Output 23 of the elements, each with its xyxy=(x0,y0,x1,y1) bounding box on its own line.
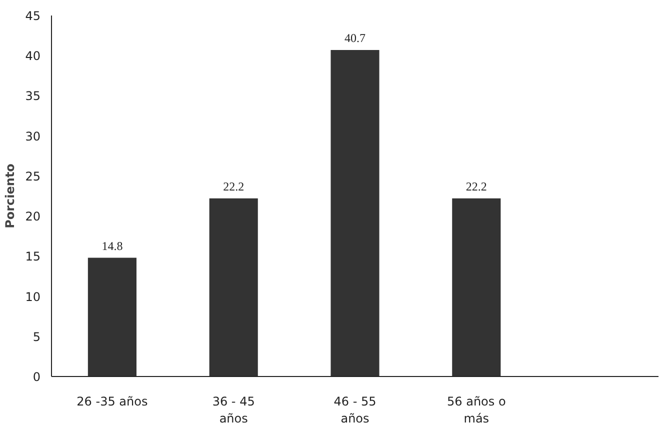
x-tick-label: 26 -35 años xyxy=(76,394,148,408)
bar xyxy=(330,50,380,376)
y-tick-label: 15 xyxy=(25,250,41,264)
data-label: 40.7 xyxy=(344,30,366,45)
x-tick-label: 36 - 45 años xyxy=(212,394,255,426)
y-tick-label: 10 xyxy=(25,290,41,304)
y-tick-label: 0 xyxy=(32,370,41,384)
y-tick-label: 20 xyxy=(25,210,41,224)
y-tick-label: 45 xyxy=(25,9,41,23)
bar xyxy=(209,198,258,376)
x-tick-label: 56 años o más xyxy=(447,394,506,426)
data-label: 22.2 xyxy=(223,179,244,194)
data-label: 22.2 xyxy=(466,179,487,194)
bar xyxy=(88,258,136,376)
y-tick-label: 35 xyxy=(25,89,41,104)
y-tick-label: 40 xyxy=(25,49,41,64)
y-axis-title: Porciento xyxy=(3,164,18,228)
bar xyxy=(452,198,501,376)
y-tick-label: 5 xyxy=(32,330,41,344)
data-label: 14.8 xyxy=(102,238,123,253)
y-tick-label: 25 xyxy=(25,169,41,184)
y-tick-label: 30 xyxy=(25,129,41,144)
x-tick-label: 46 - 55 años xyxy=(334,394,376,426)
